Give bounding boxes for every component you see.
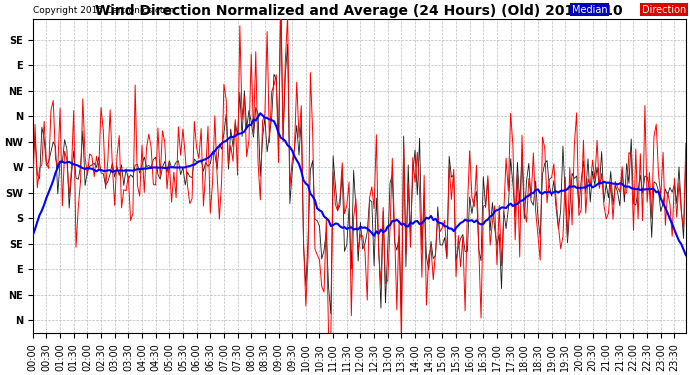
Text: Median: Median [572,4,607,15]
Title: Wind Direction Normalized and Average (24 Hours) (Old) 20150710: Wind Direction Normalized and Average (2… [95,4,623,18]
Text: Direction: Direction [642,4,686,15]
Text: Copyright 2015 Cartronics.com: Copyright 2015 Cartronics.com [33,6,175,15]
